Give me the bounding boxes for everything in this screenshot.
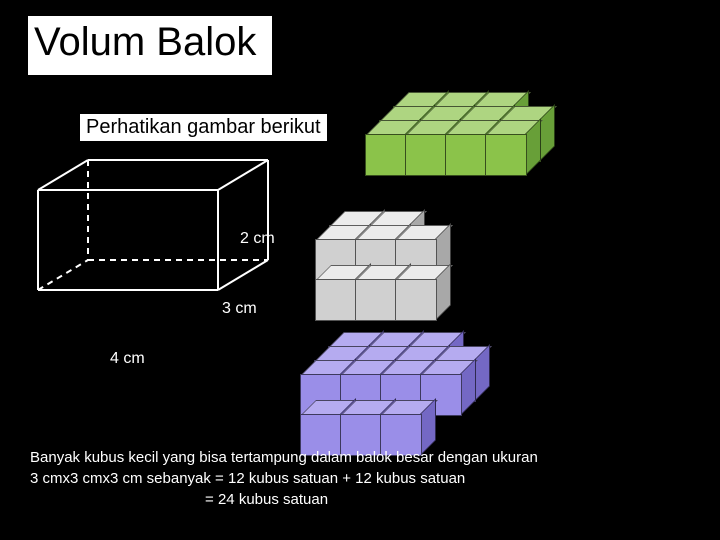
explanation-line1: Banyak kubus kecil yang bisa tertampung … [30,447,690,468]
unit-cube [420,360,460,400]
unit-cube [315,225,355,265]
unit-cube [405,120,445,160]
unit-cube [380,400,420,440]
unit-cube [300,400,340,440]
unit-cube [365,120,405,160]
unit-cube [395,265,435,305]
unit-cube [355,265,395,305]
dim-height: 2 cm [240,230,275,248]
unit-cube [380,360,420,400]
dim-depth: 3 cm [222,300,257,318]
unit-cube [355,225,395,265]
unit-cube [300,360,340,400]
unit-cube [395,225,435,265]
explanation-text: Banyak kubus kecil yang bisa tertampung … [30,447,690,510]
explanation-line3: = 24 kubus satuan [30,489,690,510]
unit-cube [445,120,485,160]
explanation-line2: 3 cmx3 cmx3 cm sebanyak = 12 kubus satua… [30,468,690,489]
unit-cube [315,265,355,305]
unit-cube [485,120,525,160]
dim-width: 4 cm [110,350,145,368]
unit-cube [340,400,380,440]
unit-cube [340,360,380,400]
